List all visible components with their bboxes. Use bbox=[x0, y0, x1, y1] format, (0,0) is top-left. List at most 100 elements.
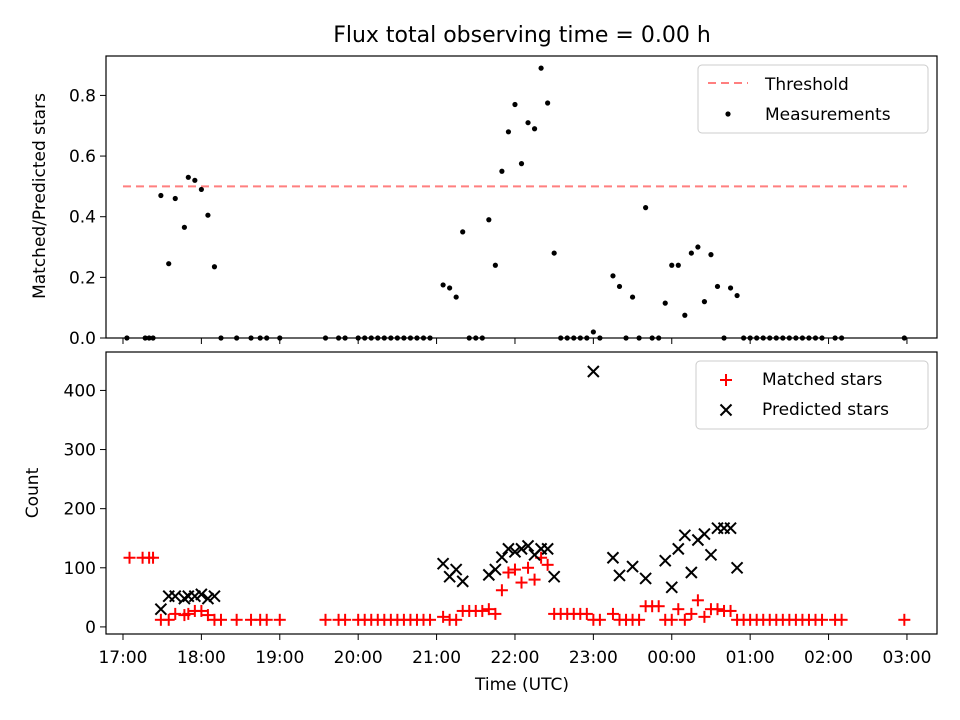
predicted-star-point bbox=[606, 551, 620, 564]
predicted-star-point bbox=[698, 527, 711, 541]
predicted-star-point bbox=[495, 550, 509, 564]
bottom-y-tick-label: 0 bbox=[85, 618, 96, 638]
matched-star-point bbox=[182, 607, 195, 620]
matched-star-point bbox=[502, 566, 515, 579]
matched-star-point bbox=[260, 613, 273, 626]
bottom-legend-box bbox=[695, 360, 929, 430]
bottom-axes-frame bbox=[105, 351, 938, 635]
matched-star-point bbox=[450, 613, 463, 626]
measurement-point bbox=[531, 126, 538, 132]
predicted-star-point bbox=[704, 548, 718, 561]
measurement-point bbox=[545, 100, 551, 106]
measurement-point bbox=[734, 292, 740, 299]
matched-stars-series bbox=[123, 551, 911, 626]
chart-title: Flux total observing time = 0.00 h bbox=[333, 23, 711, 48]
predicted-star-point bbox=[672, 542, 685, 556]
measurement-point bbox=[440, 282, 446, 288]
predicted-star-point bbox=[547, 570, 561, 583]
top-y-tick-label: 0.0 bbox=[69, 329, 96, 349]
bottom-y-tick-label: 300 bbox=[64, 441, 96, 461]
matched-star-point bbox=[835, 613, 848, 626]
matched-star-point bbox=[162, 613, 175, 626]
matched-star-point bbox=[319, 613, 332, 626]
measurement-point bbox=[158, 192, 164, 199]
matched-star-point bbox=[724, 604, 737, 617]
predicted-star-point bbox=[169, 589, 182, 603]
matched-star-point bbox=[816, 613, 829, 626]
measurement-point bbox=[701, 299, 708, 305]
x-axis-label: Time (UTC) bbox=[474, 675, 569, 695]
measurement-point bbox=[682, 312, 688, 318]
predicted-star-point bbox=[208, 589, 221, 603]
matched-star-point bbox=[339, 613, 352, 626]
matched-star-point bbox=[522, 561, 535, 574]
matched-star-point bbox=[214, 613, 227, 626]
predicted-star-point bbox=[678, 529, 692, 542]
matched-star-point bbox=[698, 610, 711, 623]
measurement-point bbox=[198, 186, 204, 193]
bottom-x-tick-label: 03:00 bbox=[882, 648, 931, 668]
predicted-star-point bbox=[154, 602, 168, 616]
matched-star-point bbox=[201, 609, 214, 622]
legend-predicted-marker bbox=[719, 403, 733, 417]
legend-measurements-label: Measurements bbox=[765, 105, 891, 125]
matched-star-point bbox=[593, 613, 606, 626]
matched-star-point bbox=[580, 607, 593, 620]
matched-star-point bbox=[273, 613, 286, 626]
measurement-point bbox=[205, 212, 211, 218]
top-y-axis-label: Matched/Predicted stars bbox=[30, 93, 50, 299]
measurement-point bbox=[675, 262, 681, 268]
bottom-y-axis-label: Count bbox=[23, 467, 43, 518]
bottom-y-tick-label: 100 bbox=[64, 559, 96, 579]
matched-star-point bbox=[169, 607, 182, 620]
measurement-point bbox=[512, 101, 518, 108]
predicted-star-point bbox=[541, 542, 554, 556]
matched-star-point bbox=[489, 607, 502, 620]
predicted-star-point bbox=[659, 554, 672, 567]
predicted-star-point bbox=[201, 592, 215, 605]
legend-threshold-label: Threshold bbox=[764, 75, 849, 95]
bottom-x-tick-label: 02:00 bbox=[804, 648, 853, 668]
predicted-star-point bbox=[730, 561, 744, 574]
matched-star-point bbox=[606, 607, 619, 620]
matched-star-point bbox=[528, 573, 541, 586]
measurement-point bbox=[714, 283, 721, 290]
bottom-panel: Count Time (UTC) 0 100 200 300 400 17:00 18:0… bbox=[23, 351, 938, 695]
predicted-star-point bbox=[665, 581, 678, 594]
predicted-star-point bbox=[449, 563, 463, 576]
measurement-point bbox=[486, 217, 492, 223]
top-y-tick-label: 0.8 bbox=[69, 86, 96, 106]
predicted-star-point bbox=[639, 572, 652, 585]
measurement-point bbox=[662, 300, 668, 306]
predicted-star-point bbox=[685, 566, 698, 579]
predicted-star-point bbox=[489, 563, 502, 576]
measurement-point bbox=[708, 252, 714, 258]
matched-star-point bbox=[665, 613, 678, 626]
bottom-legend: Matched stars Predicted stars bbox=[695, 360, 929, 430]
bottom-x-tick-label: 18:00 bbox=[177, 648, 226, 668]
measurement-point bbox=[505, 129, 512, 135]
legend-measurements-swatch bbox=[725, 111, 731, 117]
matched-star-point bbox=[652, 600, 665, 613]
measurement-point bbox=[688, 250, 694, 256]
bottom-x-tick-label: 19:00 bbox=[255, 648, 304, 668]
bottom-y-tick-label: 200 bbox=[64, 500, 96, 520]
measurement-point bbox=[211, 264, 218, 270]
bottom-x-tick-label: 01:00 bbox=[726, 648, 775, 668]
matched-star-point bbox=[672, 603, 685, 616]
legend-predicted-swatch bbox=[719, 403, 733, 417]
predicted-star-point bbox=[195, 588, 208, 601]
matched-star-point bbox=[147, 551, 160, 564]
matched-star-point bbox=[123, 551, 136, 564]
matched-star-point bbox=[678, 613, 691, 626]
bottom-x-ticks: 17:00 18:00 19:00 20:00 21:00 22:00 23:00 00:00… bbox=[98, 634, 931, 668]
predicted-star-point bbox=[456, 575, 469, 588]
measurement-point bbox=[629, 294, 636, 300]
measurement-point bbox=[447, 285, 453, 291]
matched-star-point bbox=[898, 613, 911, 626]
top-y-tick-label: 0.6 bbox=[69, 147, 96, 167]
top-legend-box bbox=[697, 64, 929, 134]
bottom-x-tick-label: 21:00 bbox=[412, 648, 461, 668]
bottom-x-tick-label: 23:00 bbox=[569, 648, 618, 668]
